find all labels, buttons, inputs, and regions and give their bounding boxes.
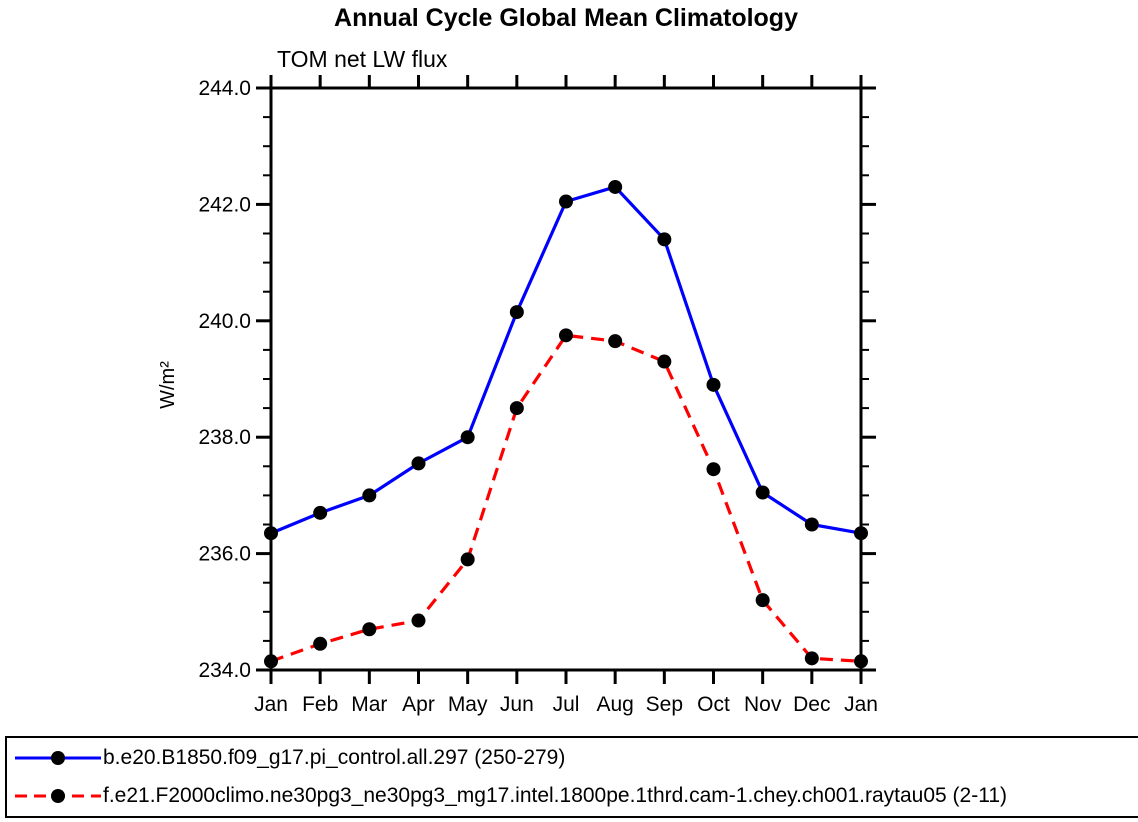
chart-subtitle: TOM net LW flux	[277, 46, 448, 72]
data-point-marker	[411, 456, 426, 471]
data-point-marker	[460, 430, 475, 445]
x-tick-label: Jan	[844, 693, 878, 716]
x-tick-label: Feb	[302, 693, 338, 716]
x-tick-label: Oct	[697, 693, 730, 716]
y-tick-label: 240.0	[198, 310, 251, 333]
data-point-marker	[313, 505, 328, 520]
legend-marker	[51, 789, 65, 803]
series-line-0	[270, 185, 862, 535]
data-point-marker	[460, 552, 475, 567]
legend-item: f.e21.F2000climo.ne30pg3_ne30pg3_mg17.in…	[15, 778, 1138, 814]
data-point-marker	[362, 622, 377, 637]
data-point-marker	[804, 651, 819, 666]
data-point-marker	[706, 462, 721, 477]
x-tick-label: Jan	[254, 693, 288, 716]
data-point-marker	[509, 401, 524, 416]
data-point-marker	[657, 354, 672, 369]
x-tick-label: Aug	[596, 693, 633, 716]
data-point-marker	[362, 488, 377, 503]
data-point-marker	[559, 328, 573, 343]
data-point-marker	[755, 593, 770, 608]
legend-label: f.e21.F2000climo.ne30pg3_ne30pg3_mg17.in…	[103, 784, 1008, 807]
legend-label: b.e20.B1850.f09_g17.pi_control.all.297 (…	[103, 746, 566, 769]
data-point-marker	[854, 526, 868, 541]
data-point-marker	[608, 179, 623, 194]
data-point-marker	[313, 636, 328, 651]
y-tick-label: 234.0	[198, 659, 251, 682]
chart-title: Annual Cycle Global Mean Climatology	[334, 4, 798, 32]
data-point-marker	[657, 232, 672, 247]
x-tick-label: Mar	[351, 693, 387, 716]
x-tick-label: Jul	[553, 693, 580, 716]
x-tick-label: May	[448, 693, 488, 716]
data-point-marker	[264, 654, 278, 669]
y-tick-label: 242.0	[198, 193, 251, 216]
y-tick-label: 244.0	[198, 77, 251, 100]
legend-box: b.e20.B1850.f09_g17.pi_control.all.297 (…	[5, 736, 1138, 818]
legend-marker	[51, 751, 65, 765]
data-point-marker	[854, 654, 868, 669]
data-point-marker	[264, 526, 278, 541]
legend-line-sample	[15, 751, 101, 765]
x-tick-label: Dec	[793, 693, 830, 716]
data-point-marker	[706, 377, 721, 392]
y-tick-label: 236.0	[198, 543, 251, 566]
data-point-marker	[608, 334, 623, 349]
data-point-marker	[559, 194, 573, 209]
legend-item: b.e20.B1850.f09_g17.pi_control.all.297 (…	[15, 740, 1138, 776]
data-point-marker	[509, 305, 524, 320]
x-tick-label: Nov	[744, 693, 782, 716]
x-tick-label: Apr	[402, 693, 435, 716]
x-tick-label: Sep	[646, 693, 683, 716]
data-point-marker	[804, 517, 819, 532]
plot-area: 234.0 236.0 238.0 240.0 242.0 244.0 Jan Feb Mar A…	[198, 75, 878, 716]
y-tick-label: 238.0	[198, 426, 251, 449]
legend-line-sample	[15, 789, 101, 803]
data-point-marker	[411, 613, 426, 628]
data-point-marker	[755, 485, 770, 500]
x-tick-label: Jun	[500, 693, 534, 716]
